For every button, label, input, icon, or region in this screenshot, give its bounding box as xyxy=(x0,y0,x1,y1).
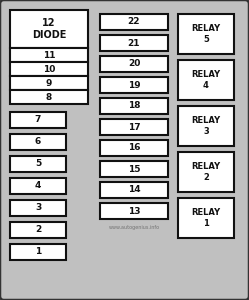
Text: 14: 14 xyxy=(128,185,140,194)
Text: 22: 22 xyxy=(128,17,140,26)
Bar xyxy=(100,77,168,93)
Text: 13: 13 xyxy=(128,206,140,215)
Text: 5: 5 xyxy=(35,160,41,169)
Text: 16: 16 xyxy=(128,143,140,152)
Bar xyxy=(100,140,168,156)
Bar xyxy=(100,182,168,198)
Text: 6: 6 xyxy=(35,137,41,146)
Text: 9: 9 xyxy=(46,79,52,88)
Text: 1: 1 xyxy=(35,248,41,256)
Bar xyxy=(10,10,88,48)
Bar xyxy=(100,119,168,135)
Text: 10: 10 xyxy=(43,64,55,74)
Bar xyxy=(100,14,168,30)
Bar xyxy=(10,48,88,62)
Bar xyxy=(178,106,234,146)
Bar xyxy=(178,198,234,238)
Bar xyxy=(178,14,234,54)
Bar xyxy=(100,56,168,72)
Bar xyxy=(10,200,66,216)
Bar xyxy=(10,178,66,194)
Text: 21: 21 xyxy=(128,38,140,47)
Bar xyxy=(10,112,66,128)
Text: 4: 4 xyxy=(35,182,41,190)
Text: RELAY
2: RELAY 2 xyxy=(191,162,221,182)
Bar xyxy=(10,134,66,150)
Text: 15: 15 xyxy=(128,164,140,173)
Text: 17: 17 xyxy=(128,122,140,131)
Bar xyxy=(10,156,66,172)
Text: www.autogenius.info: www.autogenius.info xyxy=(109,226,160,230)
Bar xyxy=(10,222,66,238)
Bar xyxy=(100,203,168,219)
Text: 18: 18 xyxy=(128,101,140,110)
Bar xyxy=(10,62,88,76)
Bar xyxy=(10,90,88,104)
Bar xyxy=(100,98,168,114)
Text: RELAY
4: RELAY 4 xyxy=(191,70,221,90)
Text: RELAY
5: RELAY 5 xyxy=(191,24,221,44)
Bar xyxy=(10,76,88,90)
Text: 12
DIODE: 12 DIODE xyxy=(32,18,66,40)
Bar xyxy=(10,244,66,260)
Bar xyxy=(100,161,168,177)
Text: 2: 2 xyxy=(35,226,41,235)
Bar xyxy=(178,152,234,192)
Text: 3: 3 xyxy=(35,203,41,212)
Bar xyxy=(100,35,168,51)
Text: 11: 11 xyxy=(43,50,55,59)
Text: 8: 8 xyxy=(46,92,52,101)
Text: 20: 20 xyxy=(128,59,140,68)
Text: RELAY
1: RELAY 1 xyxy=(191,208,221,228)
Text: RELAY
3: RELAY 3 xyxy=(191,116,221,136)
Text: 7: 7 xyxy=(35,116,41,124)
Text: 19: 19 xyxy=(128,80,140,89)
Bar xyxy=(178,60,234,100)
